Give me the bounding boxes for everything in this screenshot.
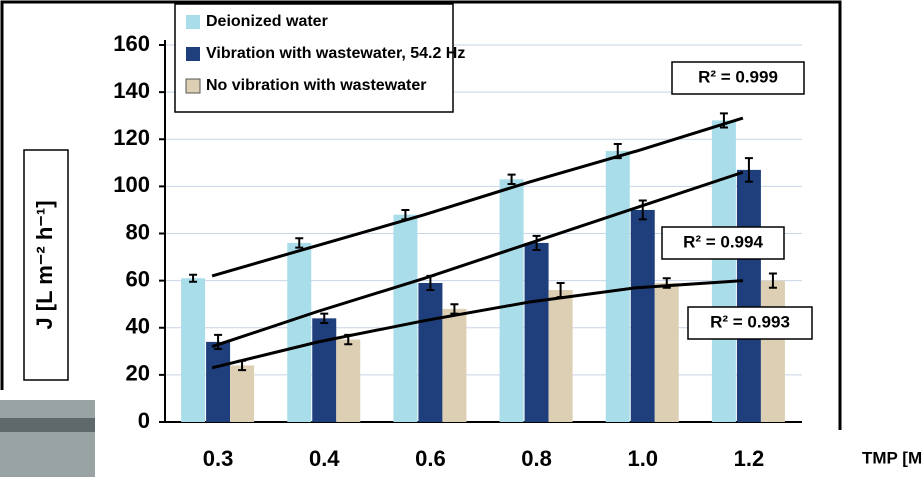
annotation-box <box>687 306 813 340</box>
photo-thumbnail <box>0 400 95 477</box>
y-axis-label: J [L m⁻² h⁻¹] <box>32 200 57 329</box>
x-tick-label: 0.6 <box>415 446 446 471</box>
r2-annotation: R² = 0.999 <box>698 67 778 86</box>
legend-box <box>174 3 454 113</box>
x-tick-label: 1.0 <box>627 446 658 471</box>
x-tick-label: 0.8 <box>521 446 552 471</box>
legend-swatch <box>186 47 200 61</box>
error-bar <box>507 173 516 186</box>
annotation-box <box>661 226 785 260</box>
bar <box>181 278 206 422</box>
trendline <box>211 279 744 370</box>
bar <box>736 169 761 422</box>
error-bar <box>532 234 541 251</box>
x-tick-label: 0.4 <box>309 446 340 471</box>
annotation-box <box>671 61 805 95</box>
y-tick-label: 0 <box>138 408 150 433</box>
legend-swatch <box>186 15 200 29</box>
x-axis-label: TMP [MPa] <box>862 448 922 467</box>
bar <box>499 179 524 422</box>
bar <box>442 308 467 422</box>
bar <box>230 365 255 422</box>
error-bar <box>768 272 777 289</box>
bar <box>760 280 785 422</box>
bar <box>654 282 679 422</box>
y-tick-label: 160 <box>113 31 150 56</box>
bar <box>336 339 361 422</box>
error-bar <box>638 199 647 221</box>
bar <box>630 209 655 422</box>
y-tick-label: 80 <box>126 219 150 244</box>
legend-label: Vibration with wastewater, 54.2 Hz <box>206 45 465 62</box>
bar <box>524 242 549 422</box>
error-bar <box>214 333 223 350</box>
r2-annotation: R² = 0.994 <box>683 232 763 251</box>
y-tick-label: 120 <box>113 125 150 150</box>
error-bar <box>295 237 304 249</box>
bar <box>418 282 443 422</box>
bar <box>287 242 312 422</box>
bar <box>548 290 573 422</box>
y-tick-label: 20 <box>126 361 150 386</box>
legend-swatch <box>185 78 201 94</box>
y-tick-label: 40 <box>126 314 150 339</box>
bar <box>206 341 231 422</box>
y-tick-label: 140 <box>113 78 150 103</box>
error-bar <box>320 312 329 325</box>
error-bar <box>744 157 753 183</box>
legend-label: No vibration with wastewater <box>206 77 426 94</box>
r2-annotation: R² = 0.993 <box>710 312 790 331</box>
y-label-box <box>23 149 69 381</box>
bar <box>393 214 418 422</box>
trendline <box>211 170 744 349</box>
photo-detail <box>0 418 95 432</box>
error-bar <box>189 273 198 283</box>
y-tick-label: 60 <box>126 266 150 291</box>
bar <box>711 120 736 423</box>
x-tick-label: 0.3 <box>203 446 234 471</box>
y-tick-label: 100 <box>113 172 150 197</box>
bar <box>605 151 630 422</box>
trendline <box>211 116 744 278</box>
x-tick-label: 1.2 <box>734 446 765 471</box>
legend-label: Deionized water <box>206 13 328 30</box>
bar <box>312 318 337 422</box>
frame <box>0 0 842 430</box>
